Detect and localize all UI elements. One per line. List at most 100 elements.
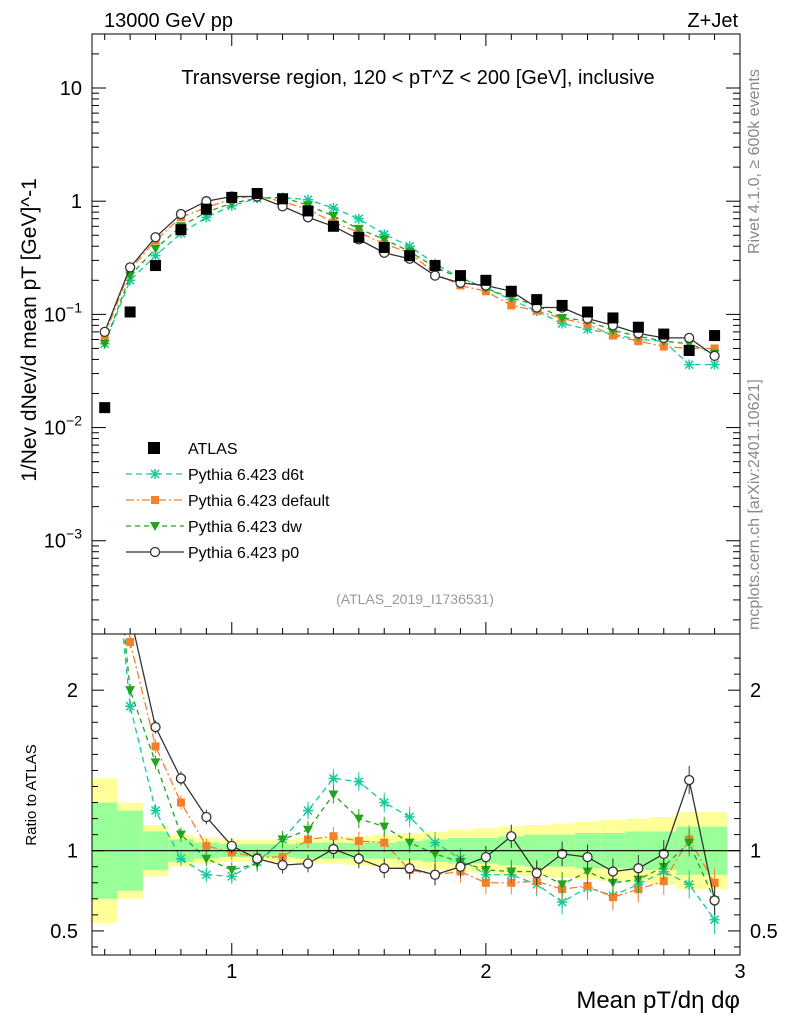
data-point [150, 260, 162, 272]
data-point [302, 205, 314, 217]
legend-entry: Pythia 6.423 default [126, 493, 330, 510]
x-tick-label: 2 [480, 961, 491, 983]
ratio-point [303, 825, 313, 835]
ratio-y-tick-label-right: 0.5 [750, 921, 778, 943]
analysis-id: (ATLAS_2019_I1736531) [336, 591, 494, 607]
ratio-point [126, 610, 135, 619]
ratio-point [100, 444, 110, 454]
ratio-point [201, 869, 212, 880]
ratio-point [429, 869, 441, 880]
series-point [709, 350, 720, 362]
ratio-point [201, 811, 212, 823]
data-point [378, 241, 390, 253]
ratio-point [175, 773, 187, 784]
ratio-point [709, 914, 720, 925]
ratio-point [329, 832, 338, 841]
legend-marker [150, 522, 160, 531]
ratio-point [302, 858, 314, 869]
series-line [104, 196, 715, 355]
ratio-y-tick-label: 1 [67, 841, 78, 863]
legend-label: ATLAS [188, 441, 238, 458]
ratio-point [557, 897, 568, 908]
legend-entry: Pythia 6.423 dw [126, 519, 302, 536]
ratio-point [379, 797, 390, 808]
ratio-point [684, 838, 695, 848]
ratio-point [353, 814, 364, 824]
ratio-point [353, 776, 364, 787]
y-axis-label: 1/Nev dNev/d mean pT [GeV]^-1 [18, 178, 41, 482]
ratio-point [583, 881, 592, 890]
ratio-point [658, 848, 669, 860]
ratio-point [328, 843, 339, 855]
ratio-point [379, 863, 390, 874]
series-line [104, 194, 715, 350]
ratio-point [582, 867, 593, 877]
ratio-point [150, 758, 161, 768]
series-point [507, 301, 516, 310]
data-point [404, 250, 416, 262]
legend-label: Pythia 6.423 dw [188, 519, 302, 536]
ratio-point [379, 822, 390, 832]
x-tick-label: 3 [734, 961, 745, 983]
ratio-point [125, 701, 136, 712]
legend-label: Pythia 6.423 default [188, 493, 330, 510]
ratio-y-axis-label: Ratio to ATLAS [23, 744, 40, 845]
x-tick-label: 1 [226, 961, 237, 983]
ratio-point [175, 853, 186, 864]
series-point [175, 208, 187, 220]
ratio-y-tick-label-right: 2 [750, 680, 761, 702]
series-ratio-line [133, 634, 716, 901]
data-point [556, 299, 568, 311]
y-tick-label: 1 [71, 191, 82, 213]
series-point [684, 332, 695, 344]
ratio-point [303, 805, 313, 816]
data-point [226, 191, 238, 203]
data-point [531, 294, 543, 306]
ratio-point [455, 861, 466, 872]
ratio-point [150, 805, 161, 816]
ratio-point [684, 879, 695, 890]
ratio-point [684, 774, 695, 786]
series-ratio-3 [100, 252, 720, 915]
series-point [429, 270, 441, 281]
series-line [104, 196, 715, 366]
rivet-version-label: Rivet 4.1.0, ≥ 600k events [746, 69, 763, 254]
ratio-point [175, 830, 186, 840]
data-point [454, 270, 466, 282]
ratio-point [710, 878, 719, 887]
ratio-point [354, 837, 363, 846]
ratio-point [556, 848, 568, 860]
series-main-1 [100, 191, 719, 353]
ratio-point [100, 252, 109, 261]
ratio-y-tick-label-right: 1 [750, 841, 761, 863]
data-point [353, 231, 365, 243]
ratio-point [709, 895, 720, 906]
legend-entry: ATLAS [148, 441, 238, 458]
ratio-point [252, 853, 263, 864]
series-point [99, 326, 110, 338]
ratio-point [607, 866, 619, 877]
series-line [104, 195, 715, 357]
series-point [328, 203, 339, 214]
series-point [608, 331, 617, 340]
y-tick-label: 10 [60, 78, 82, 100]
ratio-point [226, 865, 237, 875]
ratio-point [328, 790, 339, 800]
series-point [150, 232, 161, 243]
ratio-point [557, 880, 568, 890]
data-point [200, 203, 212, 215]
legend-label: Pythia 6.423 d6t [188, 467, 304, 484]
ratio-point [277, 835, 288, 845]
legend-marker [148, 442, 160, 454]
series-point [124, 262, 136, 273]
ratio-point [176, 798, 185, 807]
ratio-point [101, 365, 109, 373]
legend-marker [151, 496, 159, 504]
series-point [99, 339, 110, 349]
legend-label: Pythia 6.423 p0 [188, 545, 299, 562]
ratio-y-tick-label: 2 [67, 680, 78, 702]
ratio-point [125, 686, 136, 696]
y-tick-label: 10−3 [44, 526, 82, 553]
ratio-point [582, 851, 593, 863]
